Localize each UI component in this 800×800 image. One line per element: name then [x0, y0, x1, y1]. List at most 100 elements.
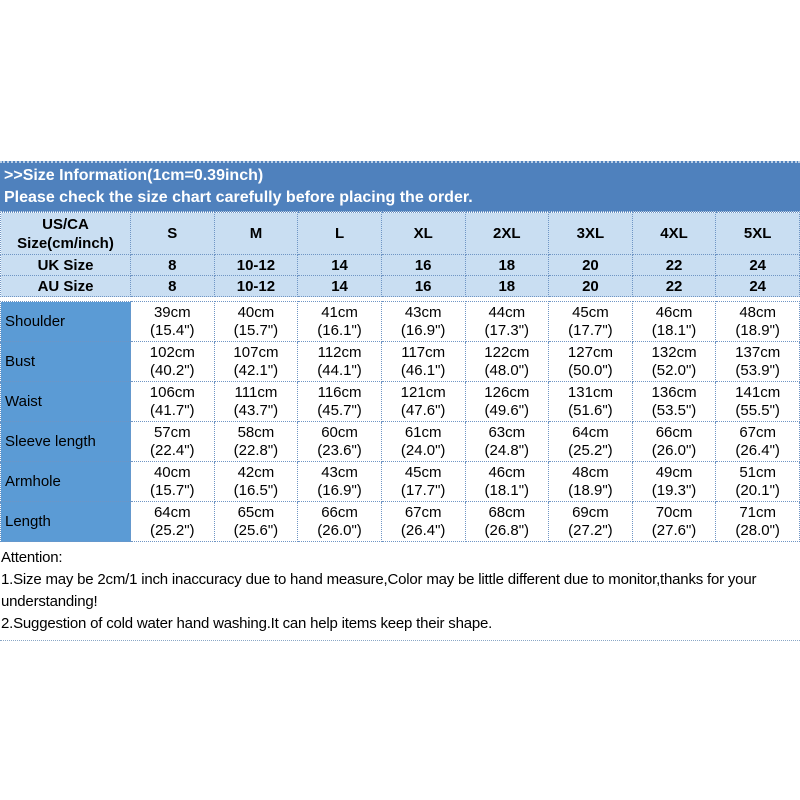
measurement-value-cell: 70cm (27.6")	[631, 501, 717, 542]
measurement-value-cell: 71cm (28.0")	[715, 501, 800, 542]
banner-title: >>Size Information(1cm=0.39inch)	[4, 167, 264, 184]
measurement-value-cell: 58cm (22.8")	[213, 421, 299, 462]
measurement-value-cell: 141cm (55.5")	[715, 381, 800, 422]
measurement-value-cell: 67cm (26.4")	[715, 421, 800, 462]
measurement-label: Armhole	[0, 461, 131, 502]
size-row: AU Size 8 10-12 14 16 18 20 22 24	[0, 275, 800, 297]
measurement-row: Armhole 40cm (15.7") 42cm (16.5") 43cm (16.…	[0, 461, 800, 502]
attention-section: Attention: 1.Size may be 2cm/1 inch inac…	[0, 547, 800, 635]
size-column-header: 5XL	[715, 212, 800, 255]
size-value-cell: 16	[380, 275, 466, 297]
measurement-value-cell: 49cm (19.3")	[631, 461, 717, 502]
size-table: US/CA Size(cm/inch) S M L XL 2XL 3XL 4XL 5XL UK …	[0, 212, 800, 542]
attention-note-2: 2.Suggestion of cold water hand washing.…	[1, 615, 493, 632]
measurement-value-cell: 65cm (25.6")	[213, 501, 299, 542]
measurement-value-cell: 66cm (26.0")	[297, 501, 382, 542]
measurement-label: Length	[0, 501, 131, 542]
size-value-cell: 16	[380, 254, 466, 276]
size-value-cell: 8	[130, 275, 215, 297]
size-value-cell: 14	[297, 254, 382, 276]
measurement-value-cell: 43cm (16.9")	[380, 301, 466, 342]
size-value-cell: 20	[548, 254, 633, 276]
size-value-cell: 10-12	[213, 275, 299, 297]
size-value-cell: 20	[548, 275, 633, 297]
size-info-banner: >>Size Information(1cm=0.39inch) Please …	[0, 161, 800, 212]
measurement-label: Waist	[0, 381, 131, 422]
measurement-value-cell: 117cm (46.1")	[380, 341, 466, 382]
measurement-label: Shoulder	[0, 301, 131, 342]
measurement-value-cell: 127cm (50.0")	[548, 341, 633, 382]
measurement-value-cell: 45cm (17.7")	[548, 301, 633, 342]
measurement-value-cell: 107cm (42.1")	[213, 341, 299, 382]
measurement-value-cell: 40cm (15.7")	[130, 461, 215, 502]
measurement-value-cell: 102cm (40.2")	[130, 341, 215, 382]
size-value-cell: 18	[464, 254, 550, 276]
measurement-value-cell: 67cm (26.4")	[380, 501, 466, 542]
corner-header: US/CA Size(cm/inch)	[0, 212, 131, 255]
measurement-value-cell: 44cm (17.3")	[464, 301, 550, 342]
measurement-value-cell: 131cm (51.6")	[548, 381, 633, 422]
measurement-value-cell: 61cm (24.0")	[380, 421, 466, 462]
top-whitespace	[0, 0, 800, 161]
size-column-header: 3XL	[548, 212, 633, 255]
measurement-value-cell: 121cm (47.6")	[380, 381, 466, 422]
measurement-row: Waist 106cm (41.7") 111cm (43.7") 116cm (45…	[0, 381, 800, 422]
size-column-header: 2XL	[464, 212, 550, 255]
size-value-cell: 10-12	[213, 254, 299, 276]
measurement-value-cell: 42cm (16.5")	[213, 461, 299, 502]
attention-title: Attention:	[1, 549, 63, 566]
measurement-value-cell: 46cm (18.1")	[631, 301, 717, 342]
measurement-row: Bust 102cm (40.2") 107cm (42.1") 112cm (44.…	[0, 341, 800, 382]
spacer-cell	[0, 296, 800, 302]
measurement-value-cell: 40cm (15.7")	[213, 301, 299, 342]
attention-note-1: 1.Size may be 2cm/1 inch inaccuracy due …	[1, 571, 757, 610]
measurement-value-cell: 64cm (25.2")	[130, 501, 215, 542]
size-value-cell: 22	[631, 254, 717, 276]
measurement-value-cell: 137cm (53.9")	[715, 341, 800, 382]
measurement-value-cell: 41cm (16.1")	[297, 301, 382, 342]
measurement-value-cell: 48cm (18.9")	[715, 301, 800, 342]
size-value-cell: 8	[130, 254, 215, 276]
separator-line	[0, 640, 800, 641]
size-column-header: M	[213, 212, 299, 255]
measurement-value-cell: 43cm (16.9")	[297, 461, 382, 502]
measurement-value-cell: 116cm (45.7")	[297, 381, 382, 422]
size-value-cell: 24	[715, 254, 800, 276]
size-value-cell: 22	[631, 275, 717, 297]
size-row-label: UK Size	[0, 254, 131, 276]
measurement-value-cell: 57cm (22.4")	[130, 421, 215, 462]
measurement-value-cell: 46cm (18.1")	[464, 461, 550, 502]
measurement-value-cell: 112cm (44.1")	[297, 341, 382, 382]
measurement-row: Shoulder 39cm (15.4") 40cm (15.7") 41cm (16…	[0, 301, 800, 342]
measurement-value-cell: 106cm (41.7")	[130, 381, 215, 422]
measurement-value-cell: 39cm (15.4")	[130, 301, 215, 342]
size-row-label: AU Size	[0, 275, 131, 297]
measurement-value-cell: 66cm (26.0")	[631, 421, 717, 462]
size-column-header: S	[130, 212, 215, 255]
measurement-value-cell: 111cm (43.7")	[213, 381, 299, 422]
measurement-value-cell: 48cm (18.9")	[548, 461, 633, 502]
measurement-value-cell: 64cm (25.2")	[548, 421, 633, 462]
measurement-value-cell: 69cm (27.2")	[548, 501, 633, 542]
measurement-label: Sleeve length	[0, 421, 131, 462]
measurement-value-cell: 63cm (24.8")	[464, 421, 550, 462]
measurement-value-cell: 51cm (20.1")	[715, 461, 800, 502]
measurement-label: Bust	[0, 341, 131, 382]
measurement-value-cell: 132cm (52.0")	[631, 341, 717, 382]
size-row: UK Size 8 10-12 14 16 18 20 22 24	[0, 254, 800, 276]
measurement-row: Sleeve length 57cm (22.4") 58cm (22.8") 60c…	[0, 421, 800, 462]
size-value-cell: 18	[464, 275, 550, 297]
header-row: US/CA Size(cm/inch) S M L XL 2XL 3XL 4XL 5XL	[0, 212, 800, 255]
size-column-header: XL	[380, 212, 466, 255]
measurement-value-cell: 60cm (23.6")	[297, 421, 382, 462]
banner-subtitle: Please check the size chart carefully be…	[4, 189, 473, 206]
size-value-cell: 14	[297, 275, 382, 297]
measurement-value-cell: 126cm (49.6")	[464, 381, 550, 422]
size-value-cell: 24	[715, 275, 800, 297]
measurement-row: Length 64cm (25.2") 65cm (25.6") 66cm (26.0…	[0, 501, 800, 542]
measurement-value-cell: 122cm (48.0")	[464, 341, 550, 382]
measurement-value-cell: 68cm (26.8")	[464, 501, 550, 542]
measurement-value-cell: 136cm (53.5")	[631, 381, 717, 422]
size-column-header: L	[297, 212, 382, 255]
